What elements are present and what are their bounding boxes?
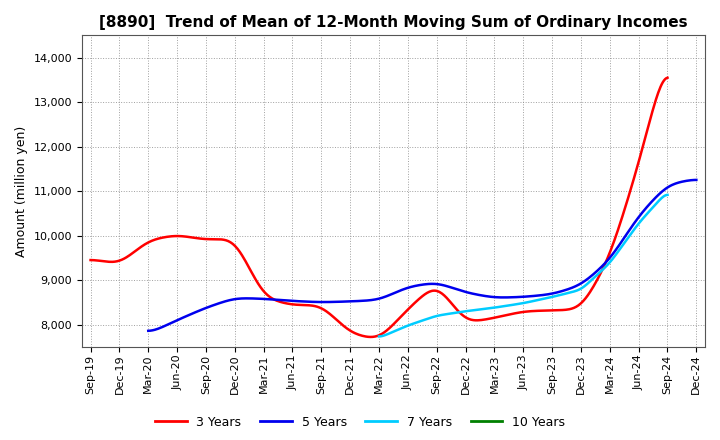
5 Years: [692, 177, 701, 183]
5 Years: [679, 179, 688, 184]
7 Years: [656, 196, 665, 202]
3 Years: [360, 334, 369, 339]
Y-axis label: Amount (million yen): Amount (million yen): [15, 125, 28, 257]
5 Years: [408, 284, 416, 290]
7 Years: [531, 298, 539, 303]
5 Years: [144, 328, 153, 334]
7 Years: [546, 295, 555, 300]
7 Years: [611, 253, 620, 258]
7 Years: [512, 302, 521, 307]
7 Years: [513, 301, 522, 307]
5 Years: [441, 283, 449, 288]
Legend: 3 Years, 5 Years, 7 Years, 10 Years: 3 Years, 5 Years, 7 Years, 10 Years: [150, 411, 570, 434]
3 Years: [431, 288, 439, 293]
3 Years: [560, 307, 569, 312]
Line: 7 Years: 7 Years: [379, 195, 667, 337]
5 Years: [593, 268, 602, 273]
3 Years: [400, 311, 408, 316]
3 Years: [366, 334, 374, 340]
3 Years: [364, 334, 372, 340]
3 Years: [650, 101, 659, 106]
Line: 5 Years: 5 Years: [148, 180, 696, 331]
5 Years: [404, 285, 413, 290]
5 Years: [470, 291, 479, 297]
Line: 3 Years: 3 Years: [91, 78, 667, 337]
3 Years: [86, 257, 95, 263]
Title: [8890]  Trend of Mean of 12-Month Moving Sum of Ordinary Incomes: [8890] Trend of Mean of 12-Month Moving …: [99, 15, 688, 30]
7 Years: [663, 192, 672, 198]
7 Years: [374, 334, 383, 339]
3 Years: [663, 75, 672, 81]
